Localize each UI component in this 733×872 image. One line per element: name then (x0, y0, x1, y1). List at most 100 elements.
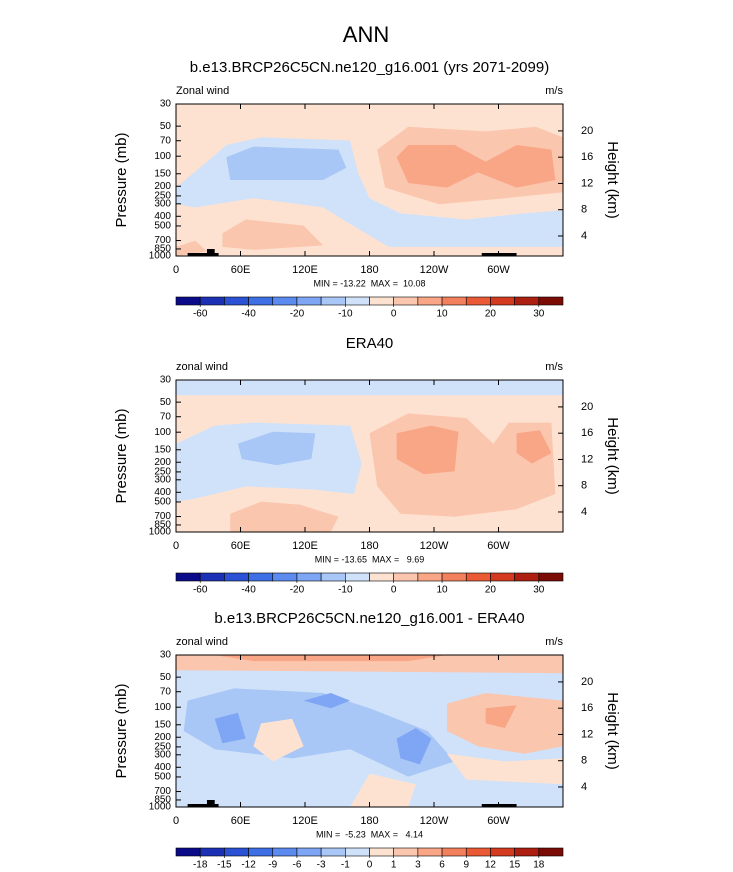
y-tick-label: 400 (154, 762, 171, 773)
y-tick-label: 70 (160, 686, 172, 697)
y-tick-label: 50 (160, 672, 172, 683)
field-stats: MIN = -13.65 MAX = 9.69 (315, 554, 425, 564)
y-tick-label: 30 (160, 650, 172, 661)
colorbar-label: 10 (437, 309, 449, 320)
contour-field (176, 655, 563, 807)
y-tick-label: 50 (160, 397, 172, 408)
contour-fill (485, 705, 517, 728)
x-tick-label: 60W (487, 264, 510, 276)
colorbar-box (393, 296, 419, 306)
colorbar-label: -20 (290, 585, 305, 596)
y-tick-label: 200 (154, 732, 171, 743)
y-tick-label: 700 (154, 511, 171, 522)
colorbar-box (272, 296, 298, 306)
colorbar-box (320, 296, 346, 306)
colorbar-label: 3 (415, 860, 421, 871)
y-tick-label: 30 (160, 375, 172, 386)
contour-field (176, 104, 563, 256)
topography (481, 804, 517, 807)
y-axis-label: Pressure (mb) (113, 132, 130, 227)
topography (206, 249, 215, 256)
y2-tick-label: 8 (581, 480, 587, 492)
colorbar-box (393, 572, 419, 582)
colorbar-box (465, 296, 491, 306)
colorbar-label: -6 (292, 860, 301, 871)
colorbar-label: -40 (241, 309, 256, 320)
colorbar-box (296, 572, 322, 582)
x-tick-label: 0 (173, 540, 179, 552)
panel-title: b.e13.BRCP26C5CN.ne120_g16.001 (yrs 2071… (190, 59, 549, 76)
y-axis-label: Pressure (mb) (113, 408, 130, 503)
contour-fill (183, 688, 455, 777)
y-tick-label: 250 (154, 742, 171, 753)
contour-fill (226, 146, 347, 180)
colorbar-box (345, 847, 370, 857)
contour-fill (516, 430, 552, 464)
y-tick-label: 70 (160, 135, 172, 146)
contour-fill (214, 712, 246, 744)
y-axis-label: Pressure (mb) (113, 683, 130, 778)
contour-fill (237, 431, 316, 466)
colorbar-label: 18 (533, 860, 545, 871)
y2-tick-label: 20 (581, 401, 593, 413)
colorbar-box (248, 847, 274, 857)
colorbar-box (224, 296, 249, 306)
topography (187, 253, 219, 256)
y-tick-label: 50 (160, 121, 172, 132)
colorbar-box (490, 847, 515, 857)
colorbar-label: 30 (533, 585, 545, 596)
colorbar-label: -9 (268, 860, 277, 871)
y-tick-label: 300 (154, 474, 171, 485)
colorbar-box (345, 572, 370, 582)
field-label: Zonal wind (176, 85, 229, 97)
colorbar-box (538, 847, 564, 857)
y-tick-label: 200 (154, 457, 171, 468)
colorbar-box (441, 296, 467, 306)
units-label: m/s (545, 361, 563, 373)
y-tick-label: 850 (154, 520, 171, 531)
colorbar-box (199, 847, 225, 857)
units-label: m/s (545, 85, 563, 97)
colorbar-box (369, 572, 394, 582)
x-tick-label: 120E (292, 264, 318, 276)
y-tick-label: 150 (154, 719, 171, 730)
colorbar-box (538, 572, 564, 582)
colorbar-label: 9 (463, 860, 469, 871)
contour-fill (222, 219, 324, 250)
contour-fill (396, 145, 556, 188)
x-tick-label: 0 (173, 815, 179, 827)
colorbar-label: -3 (317, 860, 326, 871)
colorbar-box (175, 572, 201, 582)
y2-tick-label: 4 (581, 506, 587, 518)
y-tick-label: 300 (154, 749, 171, 760)
x-tick-label: 180 (360, 540, 378, 552)
y-tick-label: 700 (154, 235, 171, 246)
y-tick-label: 400 (154, 487, 171, 498)
y2-tick-label: 8 (581, 204, 587, 216)
figure-title: ANN (343, 22, 389, 47)
colorbar-box (514, 572, 540, 582)
colorbar-box (490, 296, 515, 306)
x-tick-label: 120W (420, 540, 449, 552)
field-label: zonal wind (176, 636, 228, 648)
field-label: zonal wind (176, 361, 228, 373)
y-tick-label: 70 (160, 411, 172, 422)
colorbar-box (296, 847, 322, 857)
colorbar-box (175, 296, 201, 306)
colorbar-label: 30 (533, 309, 545, 320)
x-tick-label: 60W (487, 815, 510, 827)
contour-fill (446, 753, 563, 785)
y2-tick-label: 20 (581, 676, 593, 688)
colorbar-label: 0 (391, 309, 397, 320)
y-tick-label: 850 (154, 244, 171, 255)
colorbar-box (320, 572, 346, 582)
x-tick-label: 0 (173, 264, 179, 276)
colorbar-box (345, 296, 370, 306)
colorbar-label: -10 (338, 309, 353, 320)
colorbar-box (538, 296, 564, 306)
colorbar-box (199, 296, 225, 306)
colorbar-label: 0 (391, 585, 397, 596)
y-tick-label: 250 (154, 467, 171, 478)
y2-tick-label: 20 (581, 125, 593, 137)
